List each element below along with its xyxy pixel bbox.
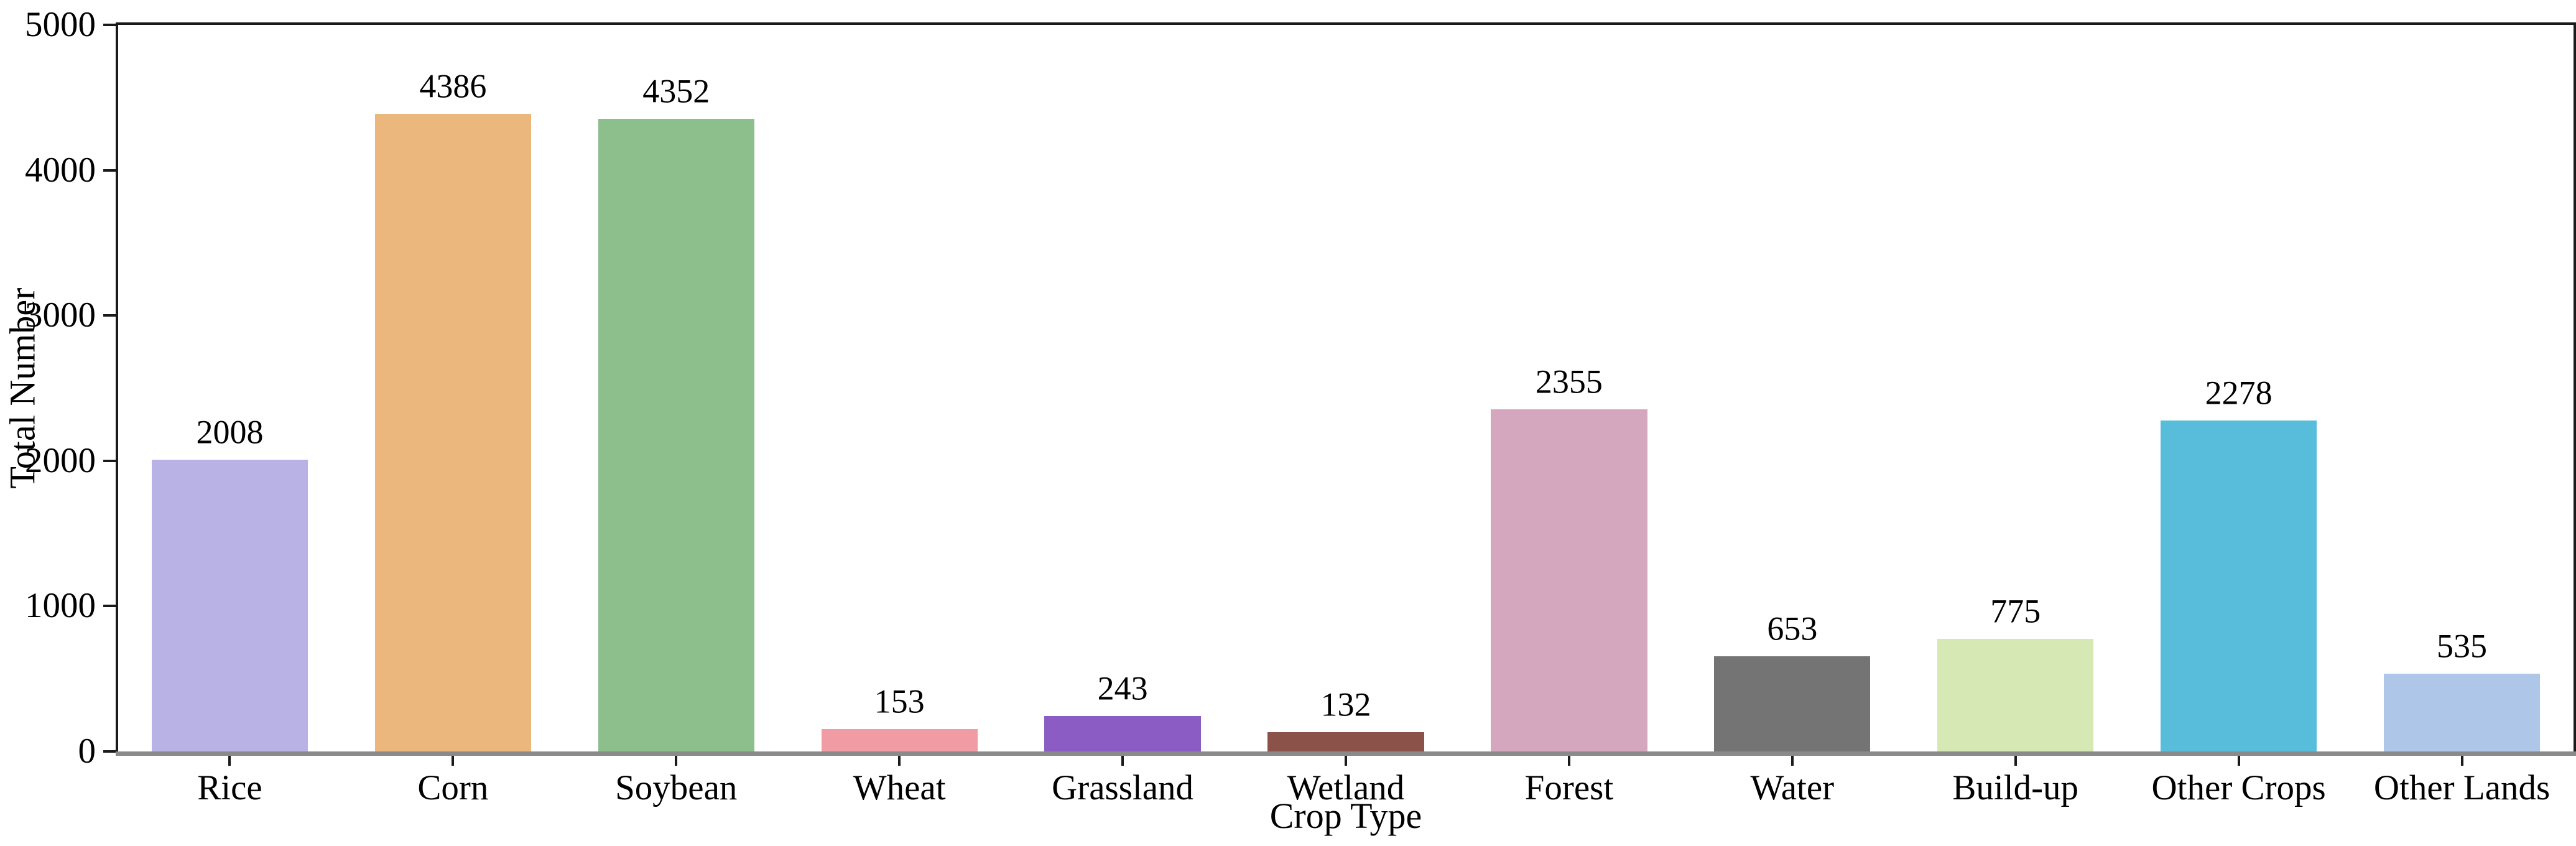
y-tick-mark xyxy=(103,459,116,462)
x-tick-label-wetland: Wetland xyxy=(1287,768,1405,807)
y-tick-label: 4000 xyxy=(25,150,96,190)
bar-value-label-grassland: 243 xyxy=(1097,669,1148,707)
x-tick-mark xyxy=(2014,756,2017,766)
bar-rice xyxy=(151,459,308,751)
x-tick-mark xyxy=(898,756,901,766)
bar-value-label-rice: 2008 xyxy=(196,413,264,451)
bar-grassland xyxy=(1044,716,1201,751)
bar-value-label-corn: 4386 xyxy=(419,67,487,105)
y-tick-label: 5000 xyxy=(25,5,96,44)
x-tick-label-corn: Corn xyxy=(417,768,489,807)
bar-forest xyxy=(1491,409,1647,751)
y-tick-label: 0 xyxy=(78,732,96,771)
y-tick-label: 2000 xyxy=(25,440,96,480)
bar-value-label-forest: 2355 xyxy=(1535,363,1603,401)
x-tick-label-grassland: Grassland xyxy=(1052,768,1194,807)
bar-value-label-wheat: 153 xyxy=(874,682,925,720)
x-axis-title: Crop Type xyxy=(1269,796,1422,836)
y-tick-mark xyxy=(103,314,116,317)
x-tick-mark xyxy=(2460,756,2463,766)
bar-other-crops xyxy=(2161,420,2317,751)
x-tick-label-water: Water xyxy=(1750,768,1835,807)
x-tick-label-rice: Rice xyxy=(197,768,262,807)
bar-wetland xyxy=(1267,732,1424,751)
bar-wheat xyxy=(821,729,978,751)
plot-right-spine xyxy=(2574,22,2576,751)
plot-left-spine xyxy=(116,22,118,751)
x-tick-mark xyxy=(2237,756,2240,766)
bar-value-label-soybean: 4352 xyxy=(642,72,710,110)
y-tick-mark xyxy=(103,169,116,172)
y-tick-mark xyxy=(103,750,116,753)
y-tick-mark xyxy=(103,24,116,26)
x-tick-label-other-crops: Other Crops xyxy=(2151,768,2326,807)
plot-bottom-spine xyxy=(116,751,2576,756)
bar-corn xyxy=(374,114,531,751)
x-tick-mark xyxy=(675,756,678,766)
bar-value-label-wetland: 132 xyxy=(1320,686,1371,723)
x-tick-mark xyxy=(1567,756,1570,766)
x-tick-mark xyxy=(1121,756,1124,766)
x-tick-mark xyxy=(452,756,455,766)
bar-water xyxy=(1714,656,1871,751)
bar-value-label-build-up: 775 xyxy=(1990,592,2041,630)
bar-value-label-water: 653 xyxy=(1767,610,1818,648)
x-tick-label-forest: Forest xyxy=(1524,768,1614,807)
bar-value-label-other-crops: 2278 xyxy=(2205,374,2273,412)
bar-value-label-other-lands: 535 xyxy=(2437,627,2488,665)
y-tick-label: 3000 xyxy=(25,295,96,335)
x-tick-label-wheat: Wheat xyxy=(853,768,946,807)
y-tick-mark xyxy=(103,605,116,608)
x-tick-label-soybean: Soybean xyxy=(615,768,738,807)
plot-top-spine xyxy=(118,22,2574,25)
y-tick-label: 1000 xyxy=(25,586,96,626)
x-tick-mark xyxy=(228,756,231,766)
bar-other-lands xyxy=(2383,674,2541,751)
x-tick-mark xyxy=(1345,756,1347,766)
bar-build-up xyxy=(1937,638,2094,751)
x-tick-mark xyxy=(1791,756,1794,766)
bar-soybean xyxy=(598,119,754,751)
x-tick-label-build-up: Build-up xyxy=(1952,768,2079,807)
x-tick-label-other-lands: Other Lands xyxy=(2373,768,2551,807)
